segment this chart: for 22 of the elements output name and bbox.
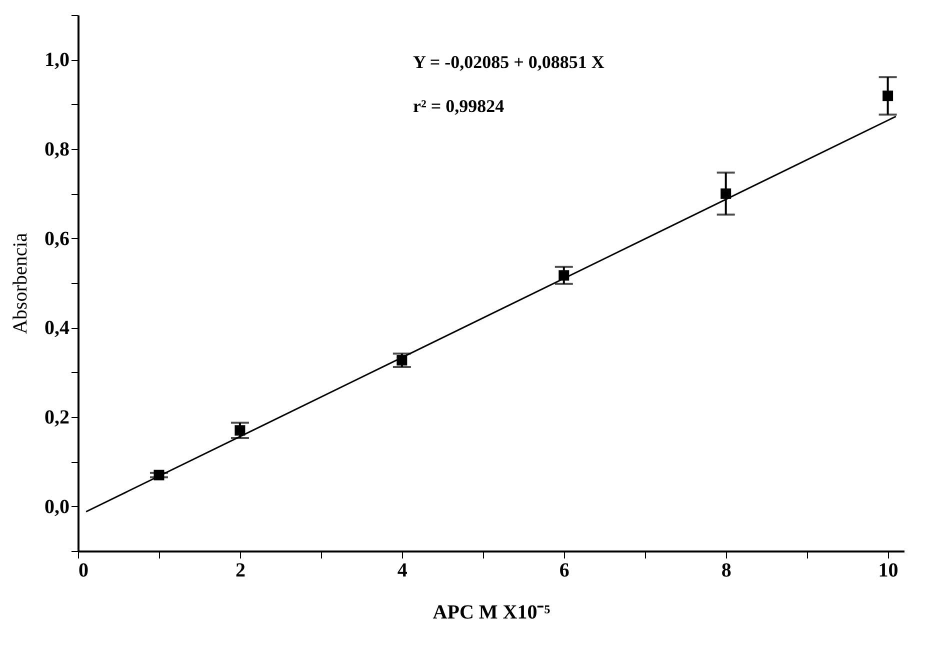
y-tick-label: 0,4 — [44, 317, 70, 340]
y-tick-label: 1,0 — [44, 49, 70, 72]
point — [396, 355, 408, 366]
x-tick-label: 6 — [559, 560, 570, 582]
point — [558, 270, 570, 281]
y-tick-label: 0,6 — [44, 228, 70, 250]
y-axis-title: Absorbencia — [10, 232, 32, 334]
point — [154, 470, 164, 480]
x-tick-label: 0 — [78, 560, 88, 582]
annotation: Y = -0,02085 + 0,08851 X — [413, 52, 604, 72]
y-tick-label: 0,8 — [44, 138, 70, 160]
y-tick-label: 0,0 — [44, 496, 70, 518]
x-tick-label: 2 — [235, 560, 246, 582]
y-tick-label: 0,2 — [44, 406, 70, 428]
x-tick-label: 4 — [397, 560, 408, 582]
x-axis-title: APC M X10⁻⁵ — [432, 602, 550, 624]
point — [234, 425, 246, 436]
x-tick-label: 10 — [878, 560, 898, 582]
point — [720, 188, 732, 199]
point — [882, 90, 894, 102]
x-tick-label: 8 — [721, 560, 732, 582]
annotation: r² = 0,99824 — [413, 96, 504, 116]
